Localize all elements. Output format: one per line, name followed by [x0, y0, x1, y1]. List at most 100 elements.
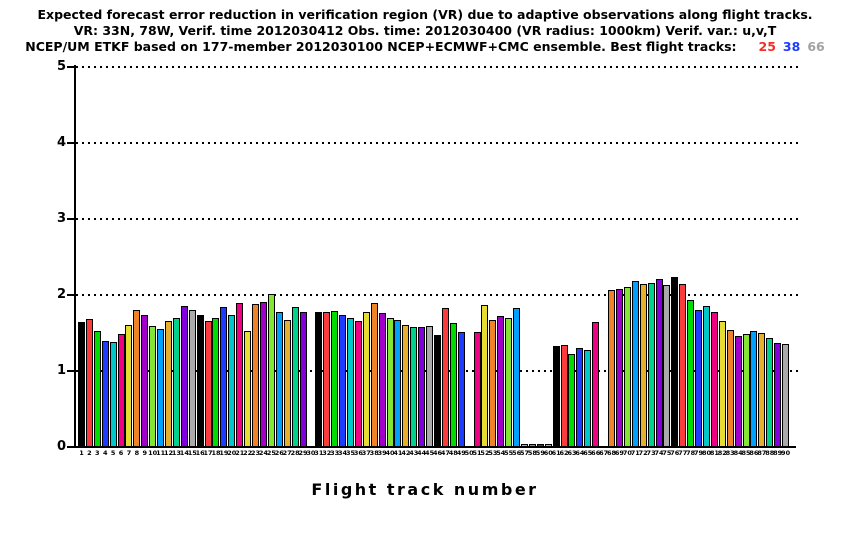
bar-track-17 — [205, 321, 212, 447]
x-tick-label-57: 57 — [519, 449, 530, 457]
x-tick-label-33: 33 — [330, 449, 340, 457]
bar-track-46 — [434, 335, 441, 447]
x-tick-label-48: 48 — [448, 449, 458, 457]
x-tick-label-42: 42 — [401, 449, 411, 457]
x-tick-label-32: 32 — [322, 449, 332, 457]
y-tick-0 — [67, 446, 75, 448]
x-tick-label-40: 40 — [385, 449, 395, 457]
bar-track-64 — [576, 348, 583, 447]
bar-track-32 — [323, 312, 330, 447]
y-tick-label-1: 1 — [56, 363, 66, 378]
x-tick-label-83: 83 — [725, 449, 735, 457]
x-tick-label-15: 15 — [187, 449, 197, 457]
bar-track-38 — [371, 303, 378, 447]
x-tick-label-74: 74 — [654, 449, 664, 457]
x-tick-label-11: 11 — [156, 449, 166, 457]
bar-track-29 — [300, 312, 307, 447]
best-track-1: 25 — [758, 39, 776, 54]
bar-track-70 — [624, 287, 631, 447]
x-tick-label-87: 87 — [757, 449, 767, 457]
x-axis-line — [74, 446, 796, 448]
bar-track-20 — [228, 315, 235, 447]
bar-track-26 — [276, 312, 283, 447]
x-tick-label-52: 52 — [480, 449, 490, 457]
bar-track-44 — [418, 327, 425, 447]
bar-track-62 — [561, 345, 568, 447]
x-tick-label-79: 79 — [694, 449, 704, 457]
x-tick-label-49: 49 — [456, 449, 466, 457]
bar-track-83 — [727, 330, 734, 447]
bar-track-6 — [118, 334, 125, 447]
bar-track-35 — [347, 318, 354, 447]
bar-track-36 — [355, 321, 362, 447]
x-tick-label-65: 65 — [583, 449, 593, 457]
bar-track-63 — [568, 354, 575, 447]
bar-track-84 — [735, 336, 742, 447]
x-tick-label-6: 6 — [118, 449, 124, 457]
chart-title-line-3: NCEP/UM ETKF based on 177-member 2012030… — [0, 39, 850, 54]
bar-track-5 — [110, 342, 117, 447]
x-tick-label-66: 66 — [591, 449, 601, 457]
x-tick-label-45: 45 — [425, 449, 435, 457]
x-tick-label-63: 63 — [567, 449, 577, 457]
x-tick-label-25: 25 — [266, 449, 276, 457]
x-tick-label-60: 60 — [543, 449, 553, 457]
bar-track-11 — [157, 329, 164, 447]
bar-track-24 — [260, 302, 267, 447]
x-tick-label-36: 36 — [353, 449, 363, 457]
x-tick-label-90: 90 — [781, 449, 791, 457]
bar-track-18 — [212, 318, 219, 447]
x-tick-label-82: 82 — [717, 449, 727, 457]
x-tick-label-12: 12 — [163, 449, 174, 457]
bar-track-78 — [687, 300, 694, 447]
bar-track-33 — [331, 311, 338, 447]
x-tick-label-64: 64 — [575, 449, 585, 457]
x-tick-label-43: 43 — [409, 449, 419, 457]
bar-track-13 — [173, 318, 180, 447]
bar-track-57 — [521, 444, 528, 447]
y-tick-1 — [67, 370, 75, 372]
x-tick-label-30: 30 — [306, 449, 316, 457]
x-tick-label-10: 10 — [148, 449, 158, 457]
x-tick-label-31: 31 — [314, 449, 324, 457]
x-tick-label-22: 22 — [243, 449, 253, 457]
bar-track-60 — [545, 444, 552, 447]
x-tick-label-80: 80 — [701, 449, 711, 457]
bar-track-86 — [750, 331, 757, 447]
bar-track-42 — [402, 325, 409, 447]
x-tick-label-27: 27 — [282, 449, 292, 457]
chart-title-line-2: VR: 33N, 78W, Verif. time 2012030412 Obs… — [73, 23, 777, 38]
x-tick-label-23: 23 — [251, 449, 261, 457]
x-tick-label-26: 26 — [274, 449, 284, 457]
x-tick-label-68: 68 — [607, 449, 617, 457]
x-tick-label-13: 13 — [171, 449, 181, 457]
bar-track-76 — [671, 277, 678, 447]
bar-track-3 — [94, 331, 101, 447]
bar-track-19 — [220, 307, 227, 447]
bar-track-23 — [252, 304, 259, 447]
y-tick-label-3: 3 — [56, 211, 66, 226]
x-tick-label-17: 17 — [203, 449, 213, 457]
x-tick-label-8: 8 — [134, 449, 140, 457]
y-tick-label-5: 5 — [56, 59, 66, 74]
x-tick-label-1: 1 — [79, 449, 84, 457]
bar-track-48 — [450, 323, 457, 447]
bar-track-68 — [608, 290, 615, 447]
x-tick-label-78: 78 — [686, 449, 696, 457]
x-axis-title: Flight track number — [311, 480, 539, 499]
x-tick-label-4: 4 — [102, 449, 108, 457]
bar-track-21 — [236, 303, 243, 447]
x-tick-label-67: 67 — [599, 449, 609, 457]
x-tick-label-77: 77 — [678, 449, 688, 457]
best-track-2: 38 — [782, 39, 801, 54]
bar-track-65 — [584, 350, 591, 447]
bar-track-51 — [474, 332, 481, 447]
x-tick-label-7: 7 — [126, 449, 132, 457]
bar-track-39 — [379, 313, 386, 447]
x-tick-label-20: 20 — [227, 449, 237, 457]
bar-track-8 — [133, 310, 140, 447]
y-tick-3 — [67, 218, 75, 220]
gridline-y-4 — [76, 142, 798, 144]
x-tick-label-47: 47 — [440, 449, 450, 457]
x-tick-label-5: 5 — [110, 449, 116, 457]
